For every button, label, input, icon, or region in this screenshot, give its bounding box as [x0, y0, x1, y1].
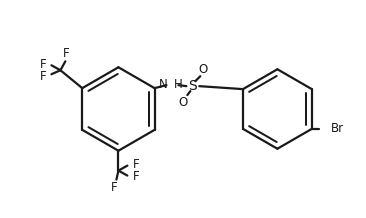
Text: Br: Br: [331, 122, 344, 135]
Text: N: N: [159, 78, 168, 91]
Text: F: F: [40, 58, 47, 71]
Text: F: F: [133, 170, 139, 183]
Text: F: F: [111, 181, 118, 194]
Text: F: F: [63, 47, 70, 60]
Text: H: H: [173, 78, 182, 91]
Text: O: O: [199, 63, 208, 76]
Text: O: O: [179, 95, 188, 109]
Text: S: S: [188, 79, 197, 93]
Text: F: F: [133, 158, 139, 171]
Text: F: F: [40, 70, 47, 83]
